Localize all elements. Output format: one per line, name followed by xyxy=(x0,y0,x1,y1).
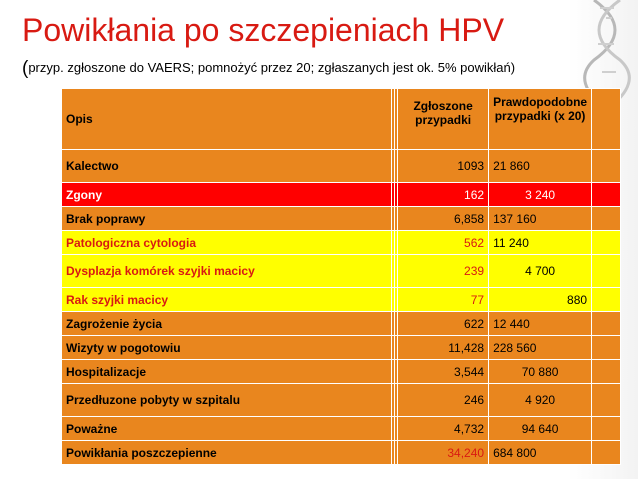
cell-zgloszone: 3,544 xyxy=(397,359,490,384)
cell-gap xyxy=(591,182,621,207)
subtitle-text: przyp. zgłoszone do VAERS; pomnożyć prze… xyxy=(28,60,516,75)
page-title: Powikłania po szczepieniach HPV xyxy=(22,12,505,48)
cell-zgloszone: 34,240 xyxy=(397,440,490,465)
cell-gap xyxy=(591,311,621,336)
header-zgloszone: Zgłoszone przypadki xyxy=(397,88,490,150)
header-opis: Opis xyxy=(60,88,393,150)
table-header-row: Opis Zgłoszone przypadki Prawdopodobne p… xyxy=(60,88,621,150)
cell-opis: Kalectwo xyxy=(60,149,393,183)
cell-prawdopodobne: 3 240 xyxy=(488,182,593,207)
cell-gap xyxy=(591,440,621,465)
table-row: Zgony 162 3 240 xyxy=(60,182,621,207)
table-row: Przedłuzone pobyty w szpitalu 246 4 920 xyxy=(60,383,621,417)
cell-gap xyxy=(591,230,621,255)
cell-gap xyxy=(591,254,621,288)
cell-zgloszone: 622 xyxy=(397,311,490,336)
cell-gap xyxy=(591,383,621,417)
cell-opis: Brak poprawy xyxy=(60,206,393,231)
cell-zgloszone: 77 xyxy=(397,287,490,312)
cell-opis: Przedłuzone pobyty w szpitalu xyxy=(60,383,393,417)
cell-zgloszone: 6,858 xyxy=(397,206,490,231)
cell-opis: Powikłania poszczepienne xyxy=(60,440,393,465)
cell-gap xyxy=(591,206,621,231)
cell-zgloszone: 162 xyxy=(397,182,490,207)
cell-gap xyxy=(591,335,621,360)
page-subtitle: (przyp. zgłoszone do VAERS; pomnożyć prz… xyxy=(22,58,515,80)
cell-prawdopodobne: 70 880 xyxy=(488,359,593,384)
table-row: Brak poprawy 6,858 137 160 xyxy=(60,206,621,231)
cell-zgloszone: 4,732 xyxy=(397,416,490,441)
cell-opis: Rak szyjki macicy xyxy=(60,287,393,312)
cell-opis: Poważne xyxy=(60,416,393,441)
subtitle-paren: ( xyxy=(22,58,29,79)
table-row: Wizyty w pogotowiu 11,428 228 560 xyxy=(60,335,621,360)
cell-zgloszone: 11,428 xyxy=(397,335,490,360)
cell-gap xyxy=(591,287,621,312)
cell-opis: Hospitalizacje xyxy=(60,359,393,384)
cell-zgloszone: 239 xyxy=(397,254,490,288)
cell-opis: Zgony xyxy=(60,182,393,207)
table-row: Powikłania poszczepienne 34,240 684 800 xyxy=(60,440,621,465)
header-gap xyxy=(591,88,621,150)
cell-prawdopodobne: 880 xyxy=(488,287,593,312)
header-prawdopodobne: Prawdopodobne przypadki (x 20) xyxy=(488,88,593,150)
table-row: Zagrożenie życia 622 12 440 xyxy=(60,311,621,336)
cell-opis: Zagrożenie życia xyxy=(60,311,393,336)
cell-prawdopodobne: 4 700 xyxy=(488,254,593,288)
cell-prawdopodobne: 11 240 xyxy=(488,230,593,255)
cell-zgloszone: 1093 xyxy=(397,149,490,183)
table-row: Kalectwo 1093 21 860 xyxy=(60,149,621,183)
cell-opis: Dysplazja komórek szyjki macicy xyxy=(60,254,393,288)
table-row: Rak szyjki macicy 77 880 xyxy=(60,287,621,312)
cell-prawdopodobne: 684 800 xyxy=(488,440,593,465)
table-row: Dysplazja komórek szyjki macicy 239 4 700 xyxy=(60,254,621,288)
complications-table: Opis Zgłoszone przypadki Prawdopodobne p… xyxy=(60,88,621,465)
table-row: Patologiczna cytologia 562 11 240 xyxy=(60,230,621,255)
cell-opis: Wizyty w pogotowiu xyxy=(60,335,393,360)
cell-opis: Patologiczna cytologia xyxy=(60,230,393,255)
cell-prawdopodobne: 228 560 xyxy=(488,335,593,360)
cell-prawdopodobne: 4 920 xyxy=(488,383,593,417)
cell-prawdopodobne: 137 160 xyxy=(488,206,593,231)
cell-gap xyxy=(591,416,621,441)
table-row: Poważne 4,732 94 640 xyxy=(60,416,621,441)
cell-prawdopodobne: 12 440 xyxy=(488,311,593,336)
cell-gap xyxy=(591,359,621,384)
table-row: Hospitalizacje 3,544 70 880 xyxy=(60,359,621,384)
cell-zgloszone: 562 xyxy=(397,230,490,255)
cell-prawdopodobne: 94 640 xyxy=(488,416,593,441)
cell-gap xyxy=(391,440,396,465)
cell-prawdopodobne: 21 860 xyxy=(488,149,593,183)
cell-gap xyxy=(591,149,621,183)
cell-zgloszone: 246 xyxy=(397,383,490,417)
